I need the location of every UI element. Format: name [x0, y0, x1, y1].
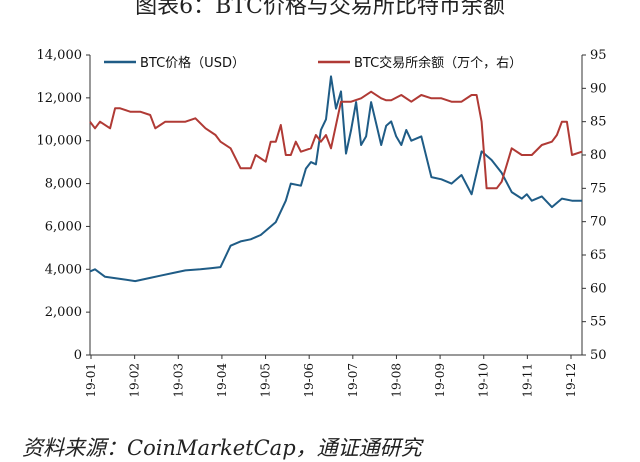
x-tick-label: 19-09 [433, 363, 447, 398]
y-left-tick-label: 4,000 [45, 262, 82, 277]
y-right-tick-label: 80 [590, 148, 607, 163]
y-left-tick-label: 8,000 [45, 177, 82, 192]
legend-label: BTC价格（USD） [140, 55, 245, 71]
y-right-tick-label: 70 [590, 215, 607, 230]
y-left-tick-label: 0 [74, 348, 82, 363]
x-tick-label: 19-07 [346, 363, 360, 398]
y-right-tick-label: 95 [590, 48, 607, 63]
y-left-tick-label: 6,000 [45, 219, 82, 234]
x-tick-label: 19-12 [564, 363, 578, 398]
y-right-tick-label: 55 [590, 315, 607, 330]
y-left-tick-label: 12,000 [37, 91, 83, 106]
y-right-tick-label: 75 [590, 181, 607, 196]
y-right-tick-label: 85 [590, 115, 607, 130]
y-right-tick-label: 50 [590, 348, 607, 363]
legend: BTC价格（USD） BTC交易所余额（万个，右） [104, 55, 522, 71]
y-right-tick-label: 60 [590, 281, 607, 296]
y-right-tick-label: 65 [590, 248, 607, 263]
source-note: 资料来源：CoinMarketCap，通证通研究 [22, 436, 422, 460]
x-tick-label: 19-05 [259, 363, 273, 398]
x-tick-label: 19-02 [128, 363, 142, 398]
x-tick-label: 19-03 [171, 363, 185, 398]
series-line-btc-price [89, 75, 582, 283]
y-right-tick-label: 90 [590, 81, 607, 96]
series-line-exchange-balance [89, 90, 583, 190]
y-left-tick-label: 2,000 [45, 305, 82, 320]
series-lines [89, 75, 583, 283]
x-tick-label: 19-06 [302, 363, 316, 398]
x-tick-label: 19-01 [84, 363, 98, 398]
x-tick-label: 19-08 [389, 363, 403, 398]
x-tick-label: 19-10 [477, 363, 491, 398]
axes: 0 2,000 4,000 6,000 8,000 10,000 12,000 14,000 5… [37, 48, 607, 398]
y-left-tick-label: 14,000 [37, 48, 83, 63]
y-left-tick-label: 10,000 [37, 134, 83, 149]
chart-title: 图表6：BTC价格与交易所比特币余额 [135, 0, 505, 19]
legend-label: BTC交易所余额（万个，右） [354, 55, 522, 71]
x-tick-label: 19-04 [215, 363, 229, 398]
x-tick-label: 19-11 [520, 363, 534, 398]
